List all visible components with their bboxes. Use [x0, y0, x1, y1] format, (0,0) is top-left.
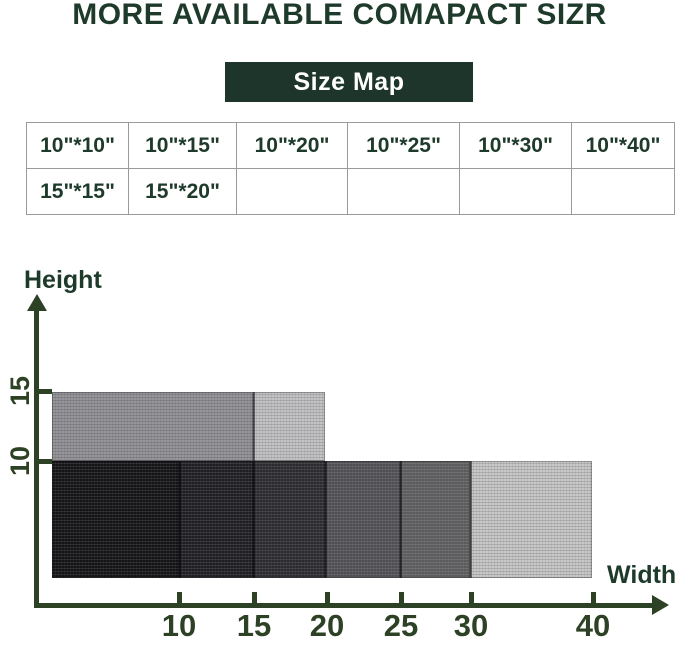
x-axis-line — [34, 603, 652, 608]
x-tick-label: 20 — [309, 608, 345, 643]
height-axis-label: Height — [24, 266, 102, 294]
size-diagram: Height Width 15 10 10 15 20 25 30 40 — [0, 250, 679, 650]
y-tick-label: 15 — [4, 375, 35, 407]
mesh-rect-height-10 — [400, 461, 470, 578]
y-tick-label: 10 — [4, 445, 35, 477]
y-axis-arrow-icon — [27, 294, 47, 311]
size-map-badge-label: Size Map — [293, 67, 405, 96]
x-tick-label: 15 — [236, 608, 272, 643]
x-tick-mark — [177, 592, 182, 603]
x-axis-arrow-icon — [652, 595, 669, 615]
y-tick-mark — [39, 389, 52, 394]
size-table-body: 10"*10" 10"*15" 10"*20" 10"*25" 10"*30" 10"*4… — [26, 122, 675, 215]
mesh-rect-height-10 — [179, 461, 253, 578]
width-axis-label: Width — [607, 561, 677, 589]
size-table: 10"*10" 10"*15" 10"*20" 10"*25" 10"*30" 10"*4… — [26, 122, 675, 215]
x-tick-mark — [252, 592, 257, 603]
size-table-row: 10"*10" 10"*15" 10"*20" 10"*25" 10"*30" 10"*4… — [26, 122, 675, 169]
size-cell-empty — [571, 168, 675, 215]
size-cell: 10"*25" — [347, 122, 460, 169]
size-cell-empty — [347, 168, 460, 215]
size-table-row: 15"*15" 15"*20" — [26, 168, 675, 215]
mesh-rect-height-10 — [325, 461, 400, 578]
size-cell: 10"*40" — [571, 122, 675, 169]
mesh-rect-height-10 — [470, 461, 592, 578]
x-tick-label: 40 — [575, 608, 611, 643]
y-axis-line — [34, 309, 39, 608]
size-cell: 15"*20" — [128, 168, 237, 215]
size-cell-empty — [459, 168, 572, 215]
size-cell: 10"*10" — [26, 122, 129, 169]
size-map-badge: Size Map — [225, 62, 473, 102]
size-cell: 15"*15" — [26, 168, 129, 215]
mesh-rect-height-15 — [52, 392, 253, 461]
size-cell: 10"*30" — [459, 122, 572, 169]
x-tick-mark — [325, 592, 330, 603]
x-tick-mark — [469, 592, 474, 603]
x-tick-label: 25 — [383, 608, 419, 643]
mesh-rect-height-10 — [52, 461, 179, 578]
x-tick-mark — [591, 592, 596, 603]
x-tick-label: 30 — [453, 608, 489, 643]
size-cell: 10"*20" — [236, 122, 348, 169]
x-tick-mark — [399, 592, 404, 603]
page-title: MORE AVAILABLE COMAPACT SIZR — [72, 0, 607, 31]
mesh-rect-height-15 — [253, 392, 325, 461]
size-cell: 10"*15" — [128, 122, 237, 169]
size-cell-empty — [236, 168, 348, 215]
x-tick-label: 10 — [161, 608, 197, 643]
y-tick-mark — [39, 459, 52, 464]
mesh-rect-height-10 — [253, 461, 325, 578]
